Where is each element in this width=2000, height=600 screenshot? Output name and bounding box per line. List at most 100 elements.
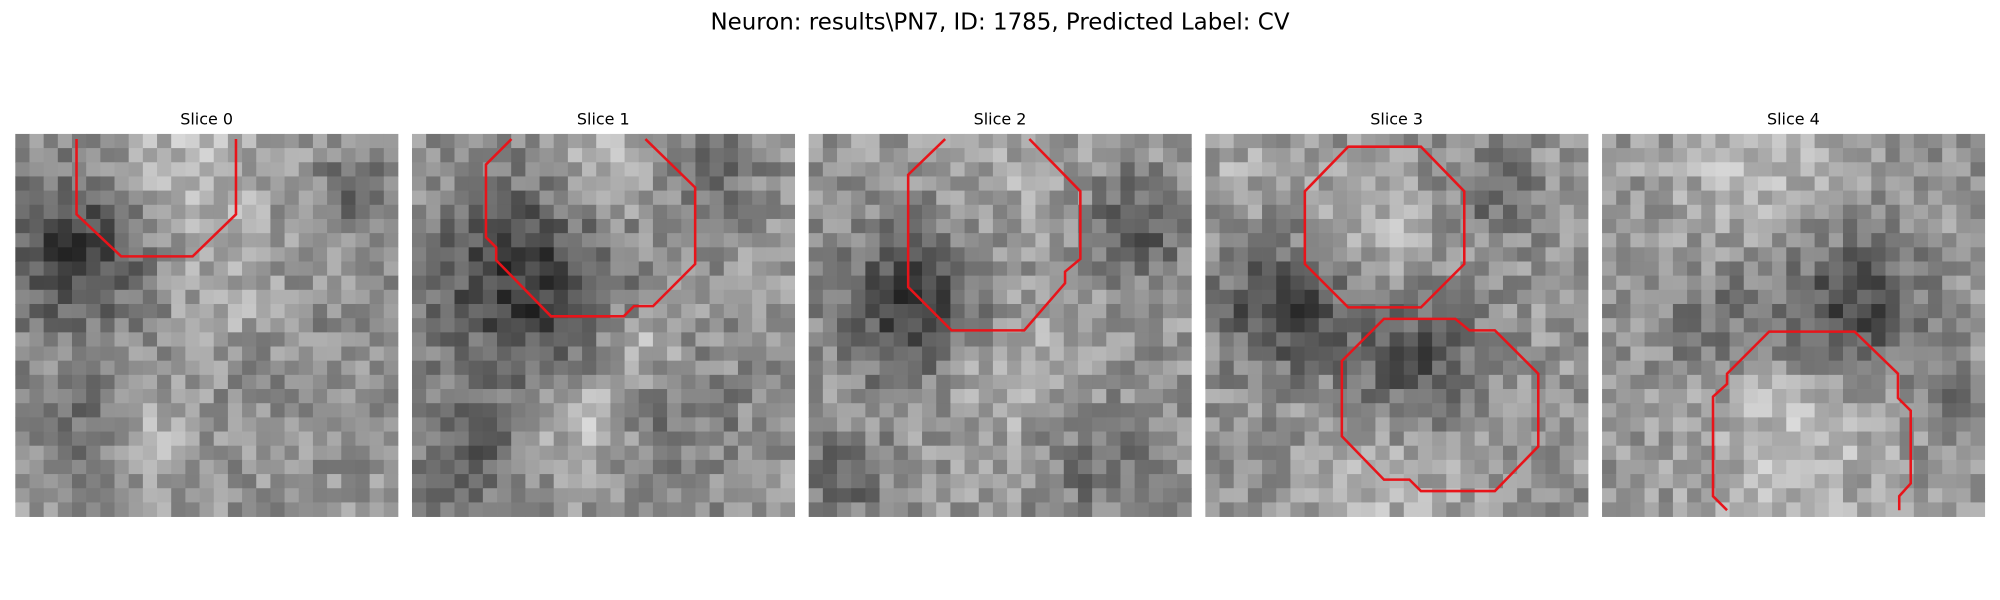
pixel [411, 417, 427, 432]
pixel [709, 133, 725, 149]
pixel [1276, 176, 1291, 191]
pixel [1942, 218, 1957, 234]
pixel [71, 261, 87, 277]
pixel [327, 176, 342, 191]
pixel [1007, 133, 1022, 149]
pixel [1928, 303, 1943, 319]
pixel [567, 190, 583, 206]
pixel [15, 204, 30, 220]
pixel [1077, 162, 1093, 177]
pixel [482, 459, 498, 475]
pixel [15, 275, 30, 291]
pixel [1460, 459, 1476, 475]
pixel [355, 233, 371, 248]
pixel [667, 389, 682, 404]
pixel [1134, 261, 1150, 277]
pixel [1432, 431, 1447, 447]
pixel [1602, 389, 1617, 404]
pixel [865, 303, 880, 319]
pixel [43, 346, 59, 362]
pixel [1432, 360, 1447, 376]
pixel [15, 162, 30, 177]
pixel [1786, 417, 1801, 432]
pixel [1701, 190, 1716, 206]
pixel [1021, 204, 1036, 220]
pixel [57, 247, 73, 262]
pixel [468, 218, 484, 234]
pixel [610, 247, 625, 262]
pixel [511, 346, 526, 362]
pixel [1743, 445, 1759, 461]
pixel [369, 303, 385, 319]
pixel [851, 275, 866, 291]
pixel [1871, 303, 1886, 319]
pixel [1262, 133, 1277, 149]
pixel [822, 431, 838, 447]
pixel [1871, 176, 1886, 191]
pixel [1814, 289, 1830, 305]
pixel [907, 148, 923, 163]
pixel [1403, 233, 1419, 248]
pixel [1857, 360, 1872, 376]
pixel [383, 162, 399, 177]
pixel [1177, 332, 1192, 347]
pixel [383, 346, 399, 362]
pixel [667, 332, 682, 347]
pixel [29, 148, 45, 163]
pixel [1417, 190, 1433, 206]
pixel [879, 261, 895, 277]
pixel [1432, 261, 1447, 277]
pixel [1332, 502, 1348, 517]
pixel [185, 502, 200, 517]
pixel [440, 148, 455, 163]
pixel [1361, 374, 1376, 390]
pixel [1701, 275, 1716, 291]
pixel [1885, 488, 1901, 503]
pixel [1092, 374, 1107, 390]
pixel [879, 445, 895, 461]
pixel [157, 374, 172, 390]
pixel [1219, 247, 1235, 262]
pixel [1871, 148, 1886, 163]
pixel [157, 204, 172, 220]
pixel [1403, 488, 1419, 503]
pixel [780, 303, 796, 319]
pixel [157, 488, 172, 503]
pixel [865, 488, 880, 503]
pixel [1460, 261, 1476, 277]
pixel [171, 218, 186, 234]
pixel [1545, 233, 1561, 248]
pixel [511, 474, 526, 489]
pixel [86, 148, 101, 163]
pixel [1347, 403, 1362, 418]
pixel [1616, 218, 1631, 234]
pixel [1545, 346, 1561, 362]
pixel [766, 346, 781, 362]
pixel [851, 459, 866, 475]
pixel [1672, 459, 1688, 475]
pixel [468, 275, 484, 291]
pixel [284, 488, 300, 503]
pixel [29, 261, 45, 277]
pixel [1871, 459, 1886, 475]
pixel [284, 417, 300, 432]
pixel [1616, 488, 1631, 503]
pixel [752, 318, 767, 333]
pixel [1772, 403, 1787, 418]
pixel [227, 374, 243, 390]
pixel [383, 445, 399, 461]
pixel [1772, 176, 1787, 191]
pixel [1658, 332, 1674, 347]
pixel [482, 275, 498, 291]
pixel [695, 318, 710, 333]
pixel [936, 332, 951, 347]
pixel [865, 374, 880, 390]
pixel [100, 247, 115, 262]
pixel [1602, 275, 1617, 291]
pixel [1857, 389, 1872, 404]
pixel [1460, 360, 1476, 376]
pixel [582, 431, 597, 447]
pixel [992, 303, 1008, 319]
slice-image [15, 133, 399, 517]
pixel [1956, 218, 1971, 234]
